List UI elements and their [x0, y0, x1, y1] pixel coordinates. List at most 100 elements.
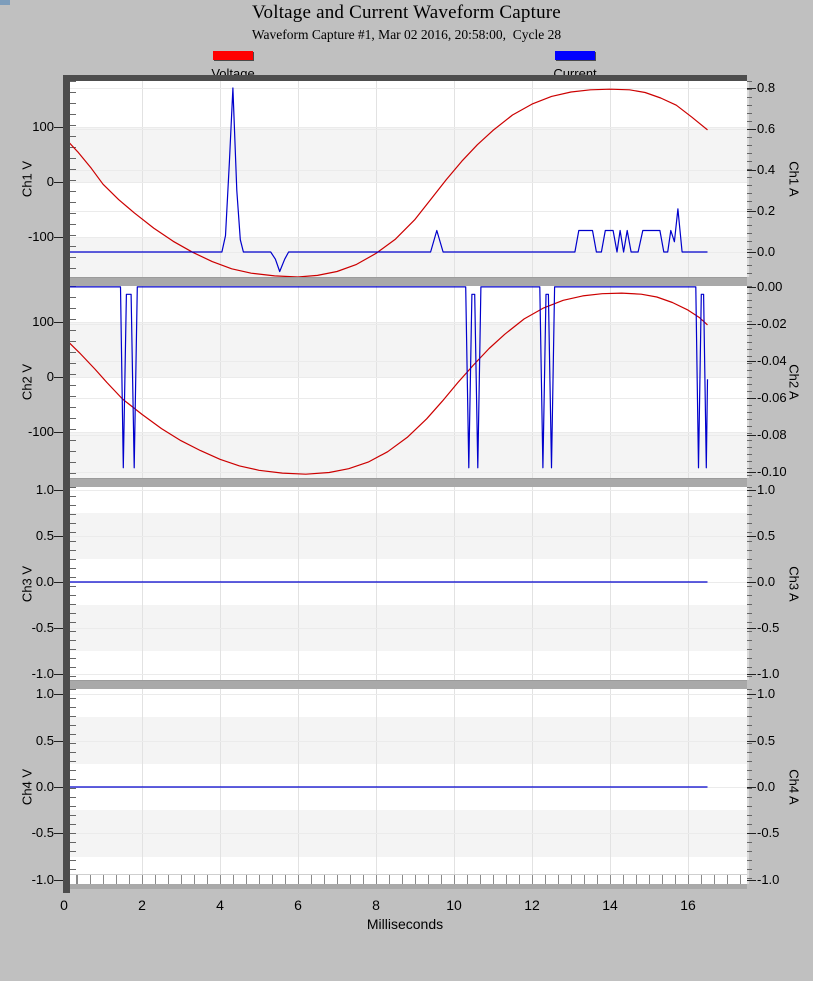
right-axis-tick-label: -0.5 — [757, 825, 780, 840]
grid-line-vertical — [376, 286, 377, 478]
grid-line-horizontal — [70, 211, 747, 212]
right-channel-label: Ch2 A — [786, 364, 802, 400]
grid-line-horizontal — [70, 322, 747, 323]
right-axis-tick-label: -1.0 — [757, 872, 780, 887]
grid-line-horizontal — [70, 237, 747, 238]
right-axis-tick-label: 0.8 — [757, 80, 776, 95]
right-minor-ticks — [747, 286, 752, 478]
grid-line-vertical — [376, 487, 377, 680]
panel-separator — [70, 478, 747, 487]
grid-line-vertical — [532, 487, 533, 680]
right-axis-tick-label: 0.6 — [757, 121, 776, 136]
grid-line-vertical — [688, 487, 689, 680]
left-channel-label: Ch3 V — [19, 565, 35, 602]
x-axis-ruler — [70, 874, 747, 884]
right-major-tick — [747, 628, 756, 629]
left-major-tick — [54, 432, 63, 433]
grid-line-vertical — [220, 487, 221, 680]
plot-band — [70, 717, 747, 764]
left-axis-tick-label: 0 — [46, 369, 54, 384]
grid-line-vertical — [298, 286, 299, 478]
x-tick-label: 16 — [680, 897, 696, 913]
grid-line-vertical — [220, 81, 221, 277]
right-axis-tick-label: -0.5 — [757, 620, 780, 635]
left-axis-tick-label: 100 — [32, 119, 54, 134]
left-major-tick — [54, 880, 63, 881]
panel-separator — [70, 680, 747, 689]
left-axis-tick-label: -0.5 — [31, 620, 54, 635]
left-major-tick — [54, 237, 63, 238]
grid-line-horizontal — [70, 674, 747, 675]
ch4-waveforms — [70, 786, 708, 788]
left-axis-tick-label: 0 — [46, 174, 54, 189]
plot-band — [70, 431, 747, 478]
right-major-tick — [747, 170, 756, 171]
left-major-tick — [54, 628, 63, 629]
right-channel-label: Ch4 A — [786, 768, 802, 805]
grid-line-vertical — [454, 487, 455, 680]
left-major-tick — [54, 741, 63, 742]
page-title: Voltage and Current Waveform Capture — [252, 2, 561, 23]
x-tick-label: 2 — [138, 897, 146, 913]
right-axis-tick-label: -1.0 — [757, 666, 780, 681]
current-color-swatch — [555, 51, 595, 60]
chart-frame-top-border — [63, 75, 747, 81]
right-major-tick — [747, 324, 756, 325]
grid-line-horizontal — [70, 472, 747, 473]
x-tick-label: 10 — [446, 897, 462, 913]
right-major-tick — [747, 361, 756, 362]
ch3-waveforms — [70, 581, 708, 583]
right-major-tick — [747, 833, 756, 834]
left-major-tick — [54, 694, 63, 695]
left-axis-tick-label: -0.5 — [31, 825, 54, 840]
grid-line-horizontal — [70, 88, 747, 89]
grid-line-vertical — [610, 81, 611, 277]
grid-line-vertical — [298, 487, 299, 680]
x-tick-label: 4 — [216, 897, 224, 913]
current-series — [70, 286, 709, 469]
right-axis-tick-label: 0.00 — [757, 279, 783, 294]
x-tick-label: 8 — [372, 897, 380, 913]
right-major-tick — [747, 211, 756, 212]
chart-frame-bottom-border — [70, 884, 747, 889]
right-major-tick — [747, 694, 756, 695]
grid-line-vertical — [454, 286, 455, 478]
left-major-tick — [54, 490, 63, 491]
x-axis-title: Milliseconds — [366, 916, 444, 932]
left-axis-tick-label: 0.0 — [35, 574, 54, 589]
right-major-tick — [747, 435, 756, 436]
left-major-tick — [54, 582, 63, 583]
left-major-tick — [54, 322, 63, 323]
left-axis-tick-label: 0.5 — [35, 733, 54, 748]
grid-line-horizontal — [70, 170, 747, 171]
right-major-tick — [747, 787, 756, 788]
left-axis-tick-label: -1.0 — [31, 666, 54, 681]
panel-ch4 — [70, 689, 749, 884]
grid-line-vertical — [142, 487, 143, 680]
left-major-tick — [54, 833, 63, 834]
grid-line-horizontal — [70, 361, 747, 362]
x-tick-label: 0 — [60, 897, 68, 913]
right-major-tick — [747, 88, 756, 89]
right-axis-tick-label: -0.02 — [757, 316, 787, 331]
voltage-series — [70, 292, 708, 475]
right-major-tick — [747, 129, 756, 130]
grid-line-horizontal — [70, 377, 747, 378]
grid-line-horizontal — [70, 129, 747, 130]
left-minor-ticks — [70, 487, 76, 680]
grid-line-horizontal — [70, 536, 747, 537]
left-axis-tick-label: 0.0 — [35, 779, 54, 794]
grid-line-horizontal — [70, 741, 747, 742]
page-subtitle: Waveform Capture #1, Mar 02 2016, 20:58:… — [251, 27, 562, 42]
grid-line-vertical — [610, 286, 611, 478]
left-channel-label: Ch4 V — [19, 768, 35, 805]
ch2-waveforms — [70, 286, 709, 475]
voltage-series — [70, 88, 708, 277]
right-axis-tick-label: -0.10 — [757, 464, 787, 479]
left-major-tick — [54, 536, 63, 537]
right-axis-tick-label: 0.4 — [757, 162, 776, 177]
left-major-tick — [54, 377, 63, 378]
grid-line-horizontal — [70, 432, 747, 433]
grid-line-vertical — [298, 81, 299, 277]
left-major-tick — [54, 674, 63, 675]
